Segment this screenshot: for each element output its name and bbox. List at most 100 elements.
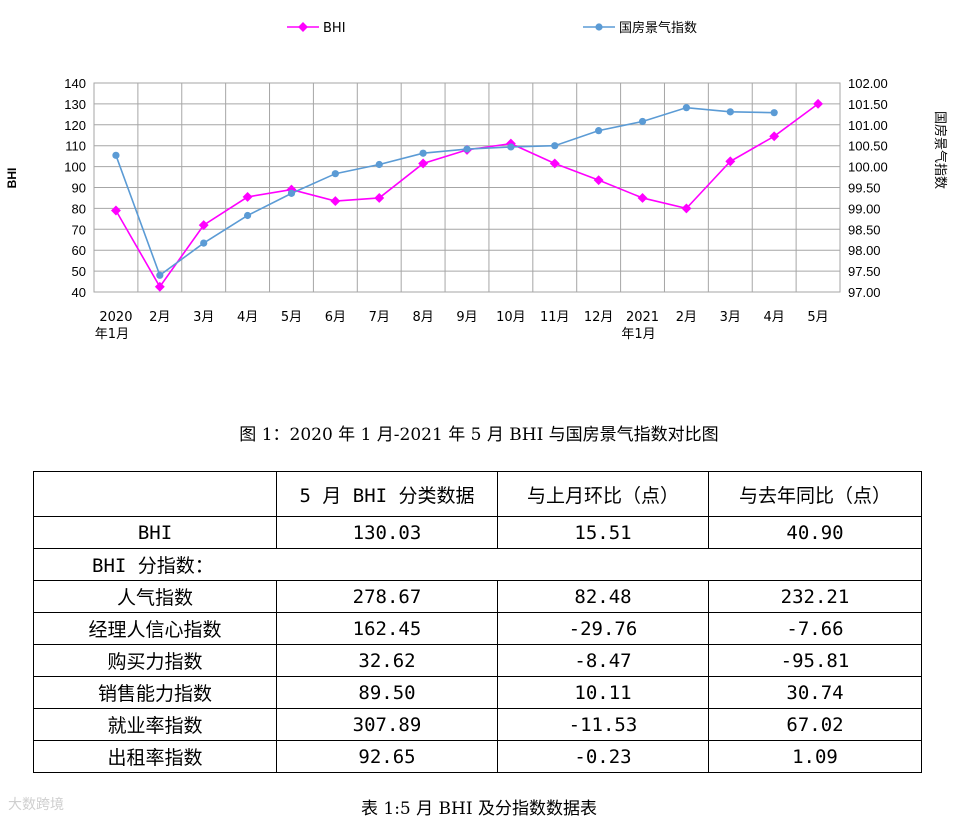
- table-cell: 10.11: [497, 676, 709, 709]
- table-cell: -11.53: [497, 708, 709, 741]
- y-right-axis-title: 国房景气指数: [932, 111, 948, 189]
- table-row: 人气指数 278.67 82.48 232.21: [33, 580, 922, 613]
- table-header-row: 5 月 BHI 分类数据 与上月环比（点） 与去年同比（点）: [33, 471, 922, 517]
- table-cell: -7.66: [708, 612, 922, 645]
- legend-label: BHI: [323, 21, 346, 36]
- guofang-data-point: [726, 108, 734, 116]
- table-row: 就业率指数 307.89 -11.53 67.02: [33, 708, 922, 741]
- guofang-data-point: [331, 170, 339, 178]
- table-row: 购买力指数 32.62 -8.47 -95.81: [33, 644, 922, 677]
- table-subheader-cell: BHI 分指数：: [33, 548, 922, 581]
- table-header-cell: [33, 471, 277, 517]
- guofang-data-point: [682, 104, 691, 112]
- table-cell: -29.76: [497, 612, 709, 645]
- bhi-data-table: 5 月 BHI 分类数据 与上月环比（点） 与去年同比（点） BHI 130.0…: [33, 471, 922, 773]
- guofang-data-point: [287, 189, 296, 197]
- table-row: 销售能力指数 89.50 10.11 30.74: [33, 676, 922, 709]
- table-header-cell: 与上月环比（点）: [497, 471, 709, 517]
- y-left-axis-title: BHI: [5, 168, 19, 189]
- table-cell: 1.09: [708, 740, 922, 773]
- x-tick-label: 5月: [807, 310, 828, 325]
- table-cell: 162.45: [276, 612, 498, 645]
- table-cell: 购买力指数: [33, 644, 277, 677]
- table-cell: 92.65: [276, 740, 498, 773]
- table-cell: 销售能力指数: [33, 676, 277, 709]
- y-left-tick-label: 40: [72, 285, 86, 300]
- y-left-tick-label: 110: [65, 139, 86, 154]
- bhi-data-point: [549, 158, 560, 169]
- y-right-tick-label: 98.50: [848, 222, 881, 237]
- guofang-data-point: [595, 127, 603, 135]
- table-cell: 经理人信心指数: [33, 612, 277, 645]
- table-row: 出租率指数 92.65 -0.23 1.09: [33, 740, 922, 773]
- y-right-tick-label: 99.00: [848, 201, 881, 216]
- table-cell: 32.62: [276, 644, 498, 677]
- guofang-data-point: [200, 239, 208, 247]
- table-caption: 表 1:5 月 BHI 及分指数数据表: [360, 799, 597, 819]
- bhi-data-point: [593, 175, 604, 186]
- guofang-data-point: [770, 109, 778, 117]
- x-tick-label: 2月: [149, 310, 170, 325]
- bhi-data-point: [813, 98, 824, 109]
- table-cell: 89.50: [276, 676, 498, 709]
- table-row-bhi: BHI 130.03 15.51 40.90: [33, 516, 922, 549]
- y-left-tick-label: 50: [72, 264, 86, 279]
- bhi-data-point: [110, 205, 121, 216]
- y-right-tick-label: 97.00: [848, 285, 881, 300]
- guofang-data-point: [419, 149, 427, 157]
- y-right-tick-label: 100.00: [848, 160, 888, 175]
- y-right-tick-label: 101.00: [848, 118, 888, 133]
- table-cell: 67.02: [708, 708, 922, 741]
- bhi-data-point: [242, 191, 253, 202]
- legend-label: 国房景气指数: [619, 20, 697, 36]
- y-right-tick-label: 98.00: [848, 243, 881, 258]
- y-left-tick-label: 90: [72, 181, 86, 196]
- table-cell: 出租率指数: [33, 740, 277, 773]
- y-left-tick-label: 60: [72, 243, 86, 258]
- bhi-comparison-chart: 40 50 60 70 80 90 100 110 120 130 140 97.00 97.50 98.…: [5, 20, 948, 342]
- x-tick-label: 6月: [325, 310, 346, 325]
- x-tick-label: 7月: [369, 310, 390, 325]
- series-line-bhi: [115, 103, 819, 289]
- guofang-data-point: [112, 151, 120, 159]
- guofang-data-point: [463, 145, 471, 153]
- x-tick-label: 8月: [412, 310, 433, 325]
- table-cell: 232.21: [708, 580, 922, 613]
- legend-marker: [595, 23, 603, 31]
- x-tick-label: 3月: [720, 310, 741, 325]
- guofang-data-point: [638, 117, 647, 126]
- x-tick-label: 2020 年1月: [95, 310, 133, 342]
- y-left-tick-label: 130: [64, 97, 86, 112]
- table-cell: -8.47: [497, 644, 709, 677]
- x-tick-label: 11月: [540, 310, 570, 325]
- guofang-data-point: [243, 211, 252, 220]
- table-row: 经理人信心指数 162.45 -29.76 -7.66: [33, 612, 922, 645]
- bhi-data-point: [330, 196, 341, 207]
- table-cell: 82.48: [497, 580, 709, 613]
- figure-caption: 图 1：2020 年 1 月-2021 年 5 月 BHI 与国房景气指数对比图: [239, 425, 719, 445]
- table-header-cell: 5 月 BHI 分类数据: [276, 471, 498, 517]
- table-cell: -95.81: [708, 644, 922, 677]
- table-cell: 130.03: [276, 516, 498, 549]
- watermark-logo: 大数跨境: [8, 797, 64, 813]
- x-tick-label: 2月: [676, 310, 697, 325]
- x-tick-label: 3月: [193, 310, 214, 325]
- bhi-data-point: [681, 203, 692, 214]
- y-left-tick-label: 80: [72, 201, 86, 216]
- x-tick-label: 4月: [764, 310, 785, 325]
- guofang-data-point: [551, 142, 559, 150]
- bhi-data-point: [725, 156, 736, 167]
- x-tick-label: 12月: [584, 310, 614, 325]
- y-right-tick-label: 101.50: [848, 97, 888, 112]
- legend-marker: [298, 22, 308, 32]
- table-cell: 15.51: [497, 516, 709, 549]
- bhi-data-point: [198, 220, 209, 231]
- table-cell: 就业率指数: [33, 708, 277, 741]
- bhi-data-point: [769, 131, 780, 142]
- table-cell: -0.23: [497, 740, 709, 773]
- guofang-data-point: [375, 160, 383, 169]
- table-header-cell: 与去年同比（点）: [708, 471, 922, 517]
- x-tick-label: 9月: [456, 310, 477, 325]
- bhi-data-point: [154, 281, 165, 292]
- table-cell: 307.89: [276, 708, 498, 741]
